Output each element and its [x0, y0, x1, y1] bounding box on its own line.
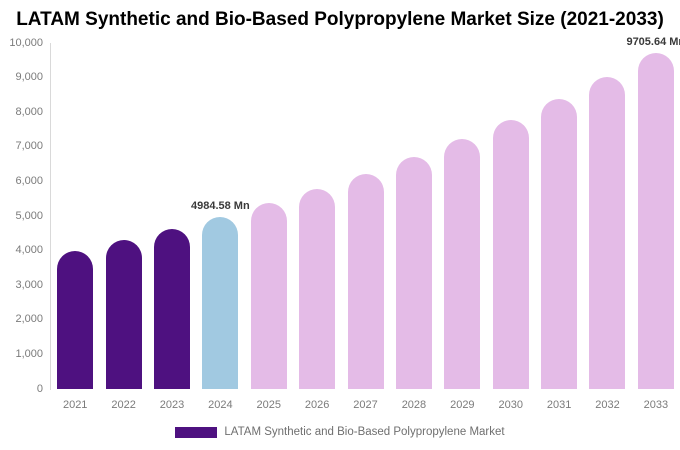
- y-tick-label: 2,000: [15, 313, 43, 326]
- bar-slot-2028: [390, 43, 438, 389]
- x-tick-label: 2023: [159, 399, 185, 411]
- y-tick-label: 5,000: [15, 209, 43, 222]
- bar-slot-2023: [148, 43, 196, 389]
- plot-area: [51, 43, 680, 389]
- x-tick-label: 2028: [401, 399, 427, 411]
- y-axis-line: [50, 43, 51, 390]
- x-tick-label: 2033: [643, 399, 669, 411]
- bar-value-label: 4984.58 Mn: [190, 199, 250, 212]
- bar-slot-2021: [51, 43, 99, 389]
- bar-slot-2032: [583, 43, 631, 389]
- chart-title: LATAM Synthetic and Bio-Based Polypropyl…: [16, 9, 664, 30]
- bar-slot-2031: [535, 43, 583, 389]
- bar-2027: [347, 173, 384, 389]
- bar-2032: [589, 76, 626, 389]
- y-tick-label: 7,000: [15, 140, 43, 153]
- bar-2028: [395, 157, 432, 389]
- legend-swatch: [175, 426, 218, 438]
- bar-slot-2026: [293, 43, 341, 389]
- y-tick-label: 4,000: [15, 244, 43, 257]
- y-tick-label: 3,000: [15, 278, 43, 291]
- bar-slot-2022: [99, 43, 147, 389]
- y-tick-label: 10,000: [9, 36, 43, 49]
- bar-slot-2033: [632, 43, 680, 389]
- bar-2030: [492, 119, 529, 389]
- x-tick-label: 2030: [498, 399, 523, 411]
- x-tick-label: 2024: [208, 399, 233, 411]
- bar-slot-2029: [438, 43, 486, 389]
- y-tick-label: 8,000: [15, 105, 43, 118]
- bar-slot-2027: [341, 43, 389, 389]
- bar-slot-2024: [196, 43, 244, 389]
- bar-2033: [637, 53, 674, 389]
- x-tick-label: 2025: [256, 399, 281, 411]
- y-tick-label: 0: [36, 382, 43, 395]
- x-tick-label: 2032: [595, 399, 620, 411]
- legend-label: LATAM Synthetic and Bio-Based Polypropyl…: [224, 426, 505, 438]
- x-tick-label: 2026: [304, 399, 330, 411]
- x-tick-label: 2027: [353, 399, 378, 411]
- legend: LATAM Synthetic and Bio-Based Polypropyl…: [0, 426, 680, 438]
- bar-2029: [444, 139, 481, 389]
- bar-2024: [202, 216, 239, 389]
- x-tick-label: 2021: [62, 399, 88, 411]
- y-tick-label: 9,000: [15, 71, 43, 84]
- bar-slot-2030: [487, 43, 535, 389]
- y-tick-label: 1,000: [15, 347, 43, 360]
- x-tick-label: 2031: [546, 399, 572, 411]
- bar-2022: [105, 240, 142, 389]
- bar-value-label: 9705.64 Mn: [626, 36, 680, 49]
- y-tick-label: 6,000: [15, 174, 43, 187]
- bar-slot-2025: [245, 43, 293, 389]
- x-tick-label: 2022: [111, 399, 136, 411]
- x-axis-labels: 2021 2022 2023 2024 2025 2026 2027 2028 2029 2030…: [51, 399, 680, 411]
- bar-2025: [250, 203, 287, 389]
- bar-2021: [57, 250, 94, 389]
- x-tick-label: 2029: [450, 399, 475, 411]
- bar-2026: [299, 188, 336, 389]
- bar-2023: [153, 228, 190, 389]
- bar-2031: [541, 99, 578, 389]
